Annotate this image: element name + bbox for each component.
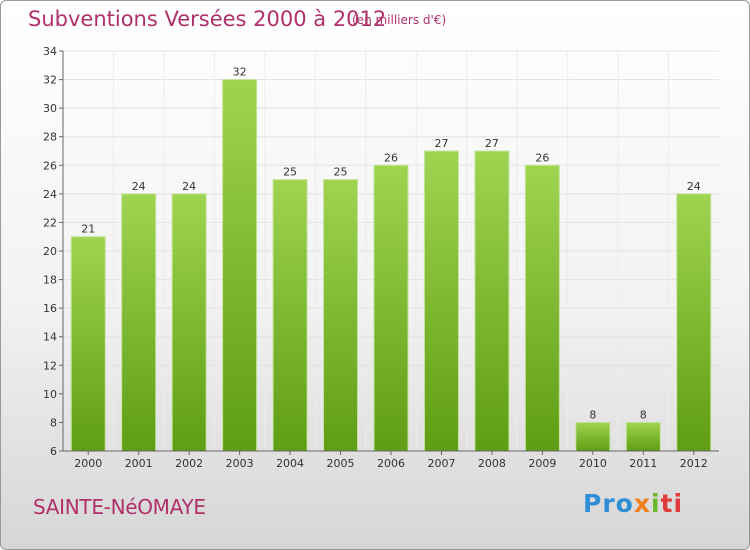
logo-part-1: Pro [583, 489, 634, 518]
logo-part-3: i [650, 489, 661, 518]
y-tick-label: 34 [43, 45, 57, 58]
x-tick-label: 2010 [579, 457, 607, 470]
logo-part-2: x [633, 489, 651, 518]
bar-2011 [625, 421, 661, 452]
bar-2007 [423, 150, 459, 452]
bar-2010 [575, 421, 611, 452]
y-tick-label: 8 [50, 416, 57, 429]
x-tick-label: 2008 [478, 457, 506, 470]
bar-2004 [272, 179, 308, 452]
bar-2002 [171, 193, 207, 452]
value-label: 26 [384, 151, 398, 164]
y-tick-label: 18 [43, 274, 57, 287]
bar-2006 [373, 164, 409, 452]
value-label: 24 [132, 180, 146, 193]
axes: 6 8 10 12 14 16 18 20 22 24 26 28 30 32 34 2000 2001 2002… [43, 45, 719, 470]
value-label: 24 [182, 180, 196, 193]
y-tick-label: 14 [43, 331, 57, 344]
value-label: 8 [589, 408, 596, 421]
value-label: 32 [233, 66, 247, 79]
x-tick-label: 2007 [427, 457, 455, 470]
y-tick-label: 16 [43, 302, 57, 315]
y-tick-label: 6 [50, 445, 57, 458]
x-tick-label: 2002 [175, 457, 203, 470]
value-label: 21 [81, 223, 95, 236]
x-tick-label: 2004 [276, 457, 304, 470]
value-label: 8 [640, 408, 647, 421]
value-label: 25 [283, 166, 297, 179]
x-tick-label: 2011 [629, 457, 657, 470]
x-tick-label: 2006 [377, 457, 405, 470]
bar-2008 [474, 150, 510, 452]
bars: 21 24 24 32 25 25 26 27 27 26 8 8 24 [70, 66, 712, 452]
value-label: 24 [687, 180, 701, 193]
commune-name: SAINTE-NéOMAYE [33, 495, 206, 519]
chart-subtitle: (en milliers d'€) [352, 13, 447, 27]
y-tick-label: 32 [43, 74, 57, 87]
value-label: 25 [334, 166, 348, 179]
bar-2005 [323, 179, 359, 452]
y-tick-label: 24 [43, 188, 57, 201]
logo-part-4: ti [660, 489, 684, 518]
chart-title: Subventions Versées 2000 à 2012 [28, 7, 387, 31]
y-tick-label: 28 [43, 131, 57, 144]
bar-2009 [524, 164, 560, 452]
proxiti-logo[interactable]: Proxiti [583, 489, 683, 518]
value-label: 27 [485, 137, 499, 150]
x-tick-label: 2001 [125, 457, 153, 470]
value-label: 26 [535, 151, 549, 164]
x-tick-label: 2012 [680, 457, 708, 470]
bar-2000 [70, 236, 106, 452]
y-tick-label: 12 [43, 359, 57, 372]
x-tick-label: 2003 [226, 457, 254, 470]
bar-2012 [676, 193, 712, 452]
y-tick-label: 20 [43, 245, 57, 258]
y-tick-label: 22 [43, 216, 57, 229]
y-tick-label: 26 [43, 159, 57, 172]
x-tick-label: 2005 [327, 457, 355, 470]
x-tick-label: 2000 [74, 457, 102, 470]
x-tick-label: 2009 [528, 457, 556, 470]
bar-2001 [121, 193, 157, 452]
bar-2003 [222, 79, 258, 452]
y-tick-label: 30 [43, 102, 57, 115]
value-label: 27 [434, 137, 448, 150]
y-tick-label: 10 [43, 388, 57, 401]
